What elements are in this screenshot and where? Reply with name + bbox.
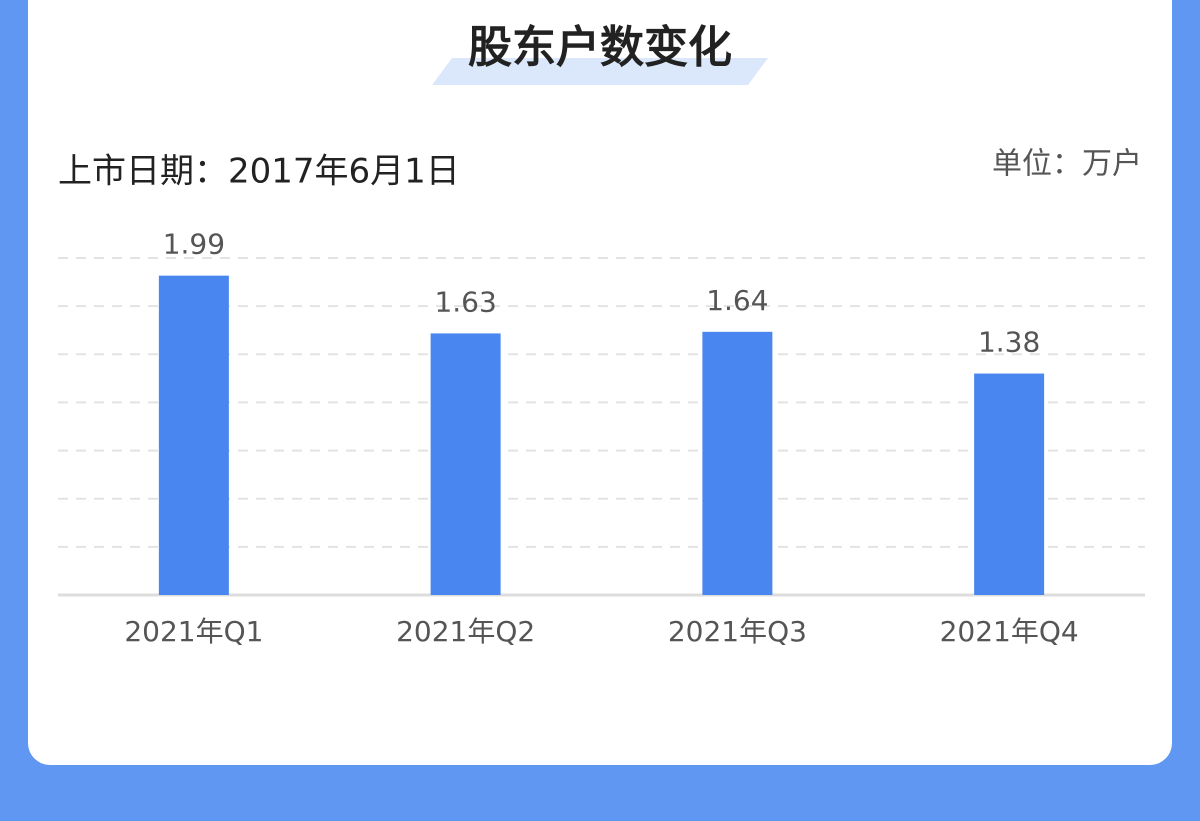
subtitle: 上市日期：2017年6月1日 bbox=[58, 152, 460, 192]
unit-label: 单位：万户 bbox=[992, 147, 1142, 182]
x-tick-label: 2021年Q3 bbox=[668, 615, 807, 648]
bar bbox=[158, 275, 229, 595]
bar bbox=[430, 333, 501, 595]
value-label: 1.64 bbox=[706, 284, 768, 317]
bar bbox=[974, 373, 1045, 595]
x-tick-label: 2021年Q1 bbox=[124, 615, 263, 648]
value-label: 1.63 bbox=[434, 285, 496, 318]
value-label: 1.38 bbox=[978, 326, 1040, 359]
chart-title: 股东户数变化 bbox=[468, 22, 732, 73]
value-label: 1.99 bbox=[163, 228, 225, 261]
x-tick-label: 2021年Q4 bbox=[940, 615, 1079, 648]
title-highlight bbox=[432, 58, 768, 85]
bar bbox=[702, 331, 773, 595]
card bbox=[28, 0, 1172, 765]
x-tick-label: 2021年Q2 bbox=[396, 615, 535, 648]
